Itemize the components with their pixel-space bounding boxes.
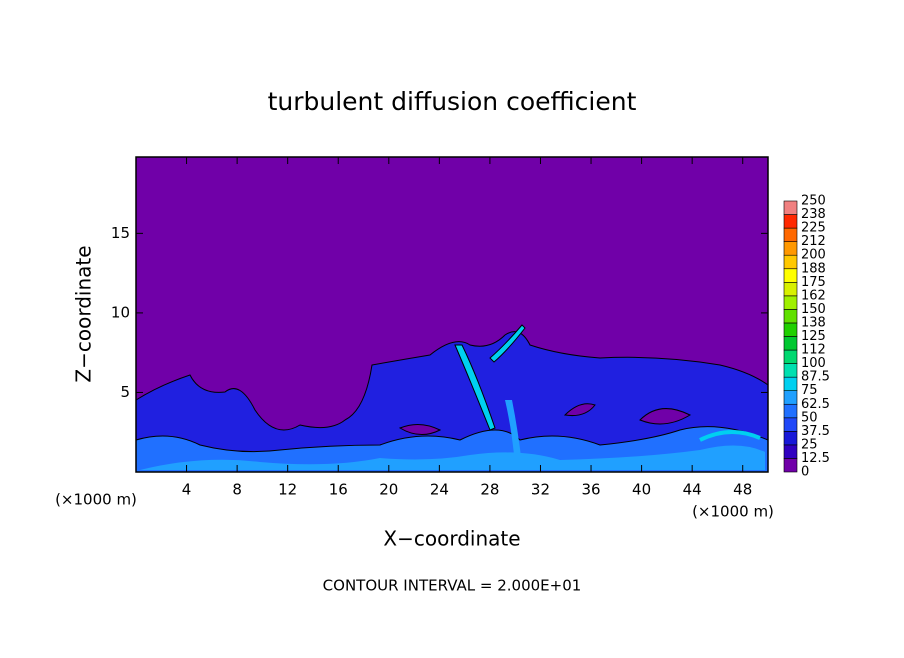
x-tick-label: 32 (531, 481, 550, 499)
colorbar-label: 0 (801, 465, 809, 480)
colorbar-label: 200 (801, 248, 826, 263)
colorbar-label: 162 (801, 288, 826, 303)
colorbar-swatch (783, 349, 798, 364)
field-hole (563, 403, 596, 416)
colorbar-swatch (783, 458, 798, 473)
field (135, 157, 769, 473)
colorbar-swatch (783, 322, 798, 337)
x-tick-label: 20 (379, 481, 398, 499)
plot-frame (135, 156, 769, 473)
x-unit-label: (×1000 m) (692, 503, 774, 521)
y-axis-label: Z−coordinate (72, 245, 96, 382)
colorbar-label: 50 (801, 410, 818, 425)
colorbar-swatch (783, 417, 798, 432)
colorbar-label: 62.5 (801, 397, 830, 412)
field-region (140, 445, 765, 470)
colorbar-label: 188 (801, 261, 826, 276)
colorbar-swatch (783, 227, 798, 242)
y-tick-label: 5 (120, 383, 130, 401)
colorbar-label: 87.5 (801, 370, 830, 385)
y-unit-label: (×1000 m) (55, 491, 137, 509)
colorbar-label: 138 (801, 315, 826, 330)
colorbar-swatch (783, 444, 798, 459)
field-hole (639, 408, 692, 425)
colorbar-swatch (783, 295, 798, 310)
colorbar-label: 12.5 (801, 451, 830, 466)
x-tick-label: 40 (632, 481, 651, 499)
colorbar-label: 212 (801, 234, 826, 249)
colorbar-label: 238 (801, 207, 826, 222)
colorbar-swatch (783, 281, 798, 297)
colorbar-label: 125 (801, 329, 826, 344)
field-region (135, 331, 769, 473)
colorbar-swatch (783, 363, 798, 378)
x-tick-label: 4 (182, 481, 192, 499)
colorbar-label: 225 (801, 221, 826, 236)
colorbar-swatch (783, 376, 798, 391)
colorbar-swatch (783, 254, 798, 270)
contour-interval-note: CONTOUR INTERVAL = 2.000E+01 (323, 577, 582, 595)
y-tick-label: 10 (111, 303, 130, 321)
colorbar-swatch (783, 241, 798, 256)
x-axis-label: X−coordinate (383, 527, 520, 551)
field-streak (699, 429, 761, 442)
colorbar-swatch (783, 390, 798, 405)
x-tick-label: 16 (329, 481, 348, 499)
field-streak (489, 324, 526, 363)
colorbar-swatch (783, 268, 798, 283)
colorbar-swatch (783, 403, 798, 419)
colorbar-label: 25 (801, 437, 818, 452)
colorbar-label: 100 (801, 356, 826, 371)
colorbar-swatch (783, 431, 798, 446)
chart-title: turbulent diffusion coefficient (268, 87, 637, 116)
colorbar-swatch (783, 200, 798, 215)
colorbar-swatch (783, 309, 798, 324)
colorbar-label: 250 (801, 194, 826, 209)
x-tick-label: 24 (430, 481, 449, 499)
colorbar-label: 150 (801, 302, 826, 317)
x-tick-label: 28 (480, 481, 499, 499)
y-tick-label: 15 (111, 224, 130, 242)
colorbar-swatch (783, 336, 798, 351)
field-hole (398, 424, 442, 435)
x-tick-label: 36 (581, 481, 600, 499)
x-tick-label: 44 (683, 481, 702, 499)
x-tick-label: 12 (278, 481, 297, 499)
colorbar-label: 75 (801, 383, 818, 398)
colorbar-swatch (783, 214, 798, 229)
x-tick-label: 48 (733, 481, 752, 499)
x-tick-label: 8 (232, 481, 242, 499)
field-streak (454, 344, 496, 431)
colorbar-label: 112 (801, 343, 826, 358)
colorbar-label: 37.5 (801, 424, 830, 439)
field-streak (505, 400, 522, 465)
colorbar-label: 175 (801, 275, 826, 290)
